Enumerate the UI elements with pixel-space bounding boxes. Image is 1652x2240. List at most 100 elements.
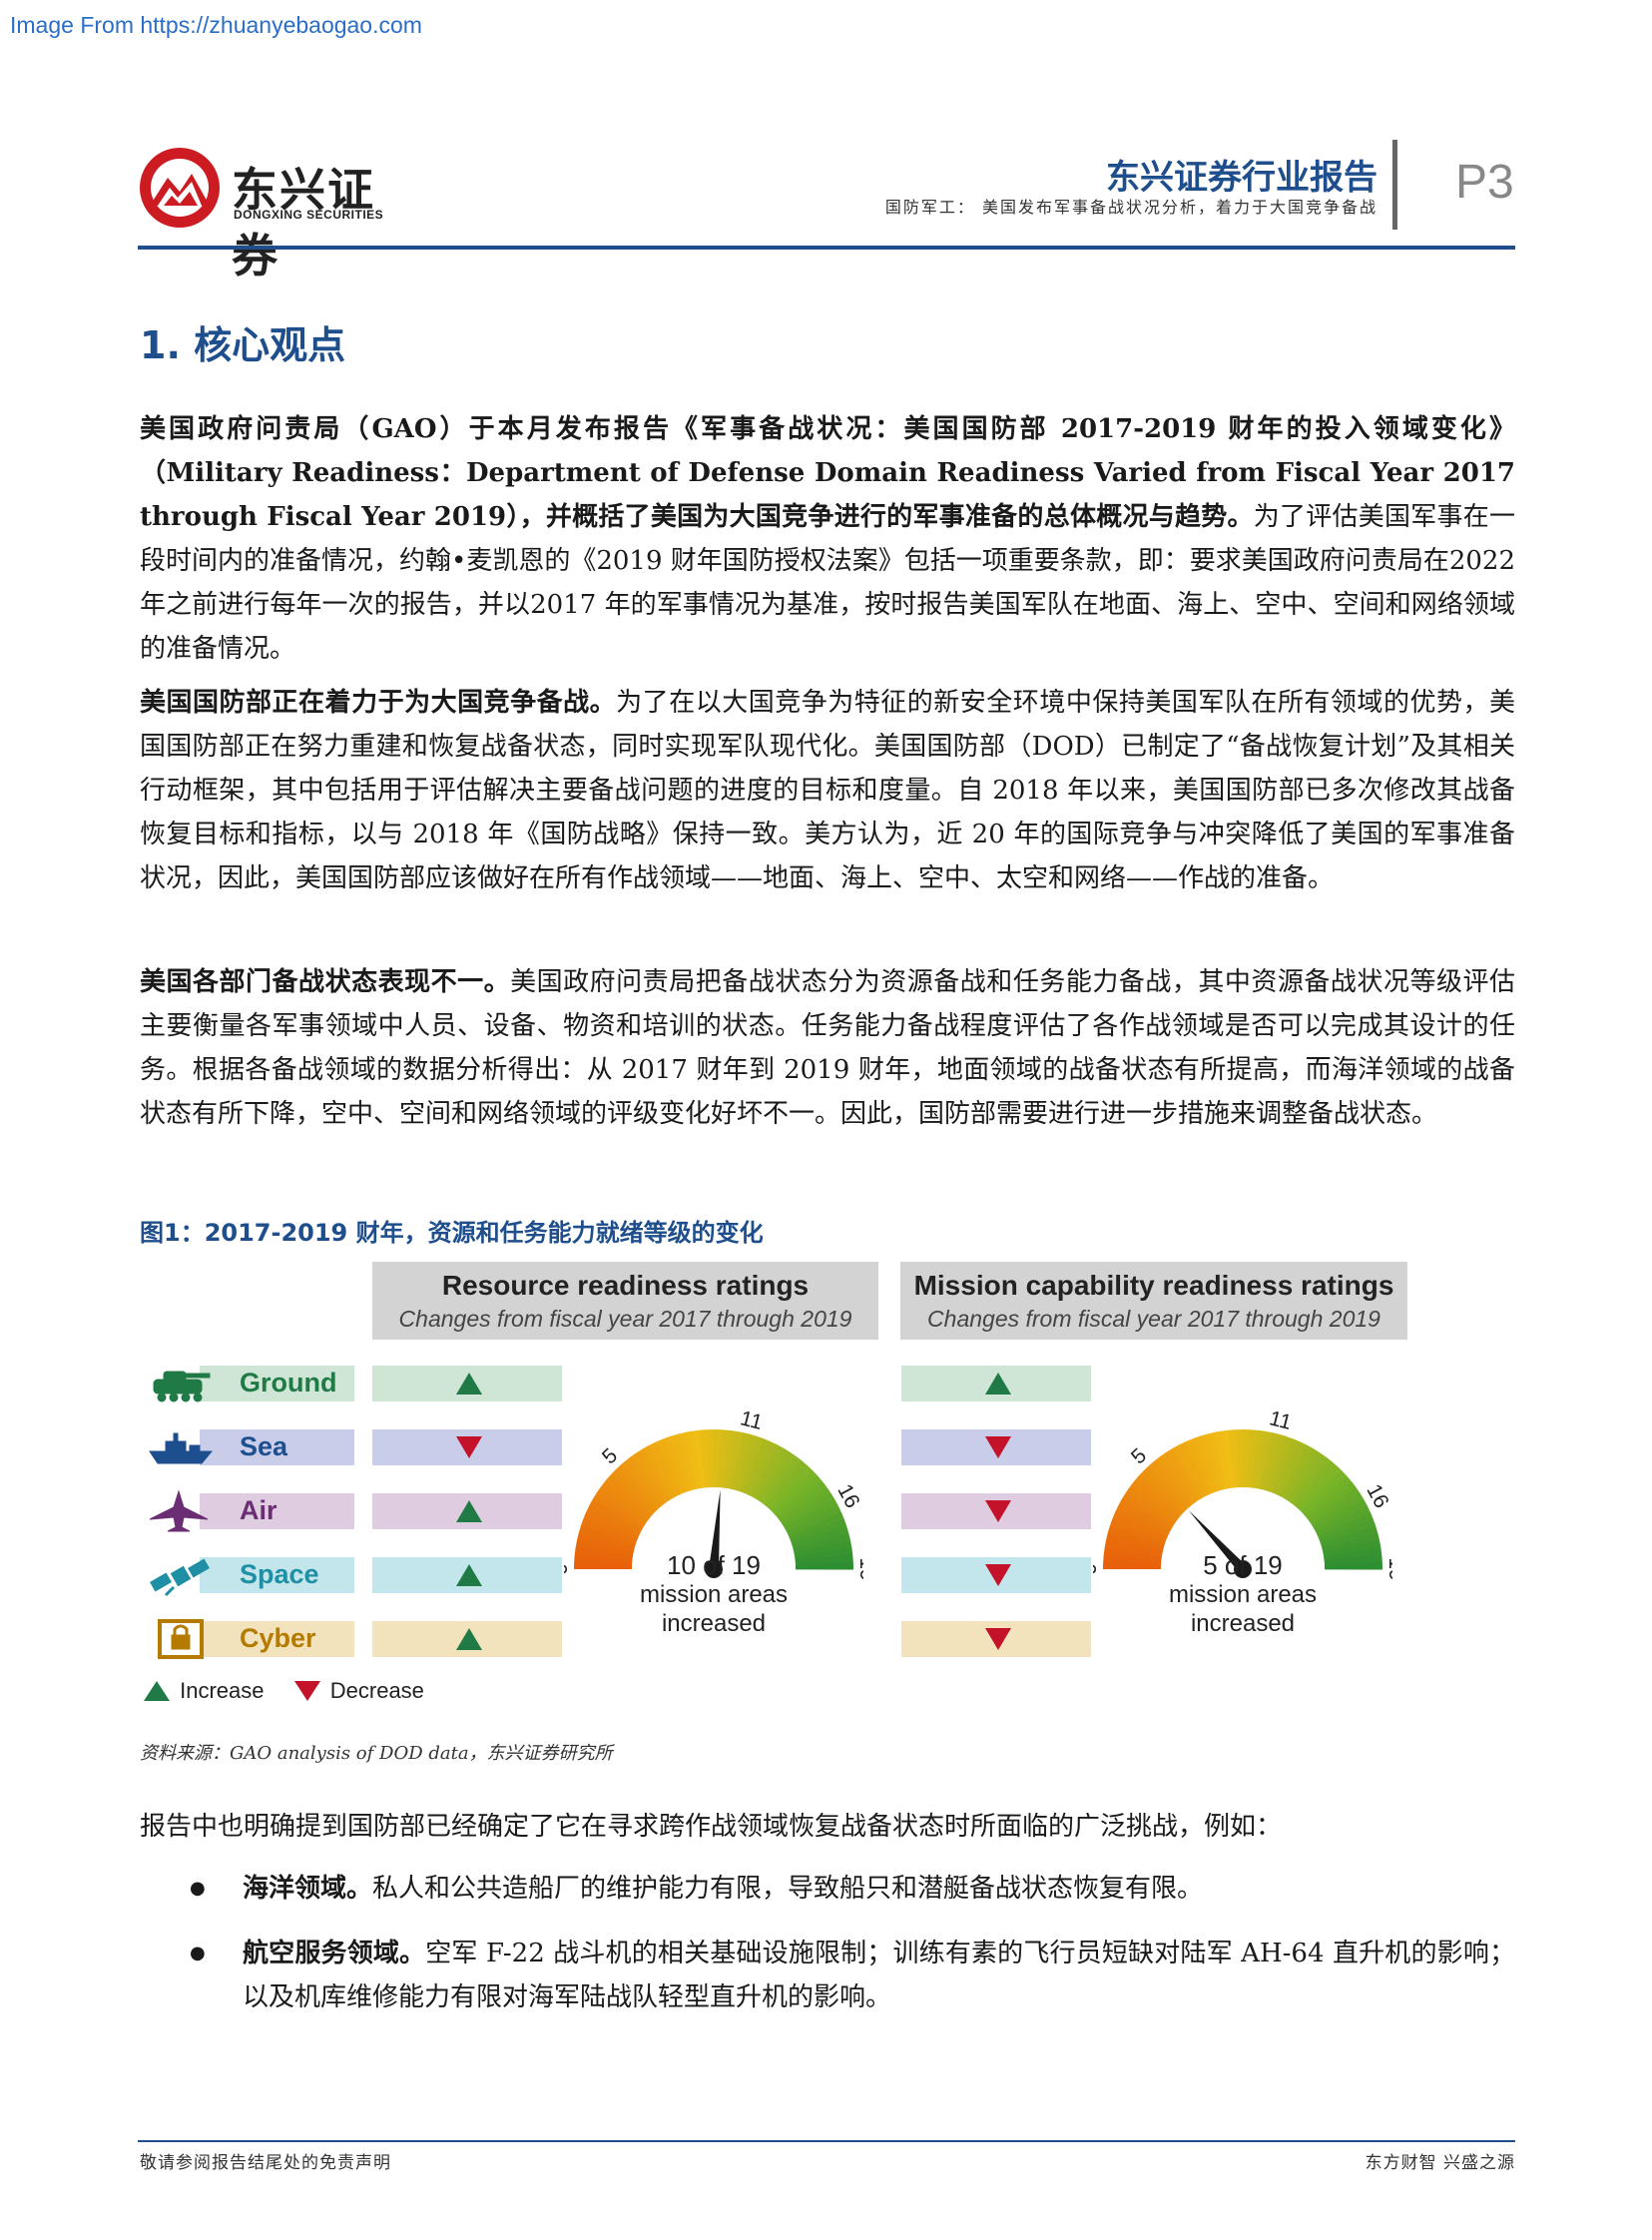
gauge-arc-segment <box>1316 1505 1372 1536</box>
resource-panel-title: Resource readiness ratings <box>441 1270 810 1301</box>
gauge-arc-segment <box>1320 1525 1378 1549</box>
gauge-arc-segment <box>1118 1498 1173 1532</box>
gauge-arc-segment <box>1112 1511 1169 1540</box>
gauge-arc-segment <box>1129 1480 1180 1521</box>
gauge-arc-segment <box>1319 1518 1377 1544</box>
gauge-arc-segment <box>1272 1438 1301 1495</box>
gauge-arc-segment <box>1324 1554 1382 1566</box>
resource-change-air <box>372 1493 562 1529</box>
gauge-arc-segment <box>677 1431 698 1490</box>
gauge-arc-segment <box>1104 1539 1163 1557</box>
gauge-arc-segment <box>589 1498 644 1532</box>
footer-slogan: 东方财智 兴盛之源 <box>1365 2153 1515 2173</box>
paragraph-2: 美国国防部正在着力于为大国竞争备战。为了在以大国竞争为特征的新安全环境中保持美国… <box>140 681 1515 900</box>
mission-change-ground <box>901 1366 1091 1401</box>
ship-icon <box>149 1432 214 1464</box>
gauge-arc-segment <box>1192 1435 1218 1493</box>
gauge-arc-segment <box>1213 1430 1231 1489</box>
gauge-arc-segment <box>790 1518 847 1544</box>
page-number: P3 <box>1455 156 1514 209</box>
gauge-arc-segment <box>787 1505 842 1536</box>
gauge-arc-segment <box>1303 1475 1353 1518</box>
gauge-arc-segment <box>596 1486 648 1525</box>
domain-label: Cyber <box>240 1623 316 1653</box>
gauge-arc-segment <box>1144 1464 1189 1512</box>
gauge-arc-segment <box>1268 1435 1294 1493</box>
gauge-arc-segment <box>1166 1447 1203 1501</box>
gauge-tick-label: 0 <box>564 1563 572 1575</box>
challenges-intro: 报告中也明确提到国防部已经确定了它在寻求跨作战领域恢复战备状态时所面临的广泛挑战… <box>140 1812 1283 1842</box>
resource-gauge: 05111619 <box>564 1406 863 1580</box>
gauge-arc-segment <box>1280 1444 1314 1499</box>
company-logo: 东兴证券 DONGXING SECURITIES <box>140 148 399 282</box>
increase-legend-icon <box>144 1681 170 1702</box>
gauge-arc-segment <box>663 1435 689 1493</box>
gauge-arc-segment <box>650 1440 681 1496</box>
gauge-arc-segment <box>1103 1561 1162 1569</box>
gauge-tick-label: 0 <box>1093 1563 1101 1575</box>
resource-gauge-label-2: increased <box>661 1610 767 1637</box>
domain-label-band <box>200 1557 354 1593</box>
increase-arrow-icon <box>985 1373 1011 1395</box>
gauge-arc-segment <box>670 1433 694 1492</box>
paragraph-2-body: 为了在以大国竞争为特征的新安全环境中保持美国军队在所有领域的优势，美国国防部正在… <box>140 688 1515 893</box>
paragraph-1-body: 为了评估美国军事在一段时间内的准备情况，约翰•麦凯恩的《2019 财年国防授权法… <box>140 502 1515 664</box>
gauge-arc-segment <box>795 1554 853 1566</box>
resource-change-ground <box>372 1366 562 1401</box>
gauge-arc-segment <box>1186 1438 1214 1495</box>
gauge-arc-segment <box>1199 1433 1223 1492</box>
paragraph-1: 美国政府问责局（GAO）于本月发布报告《军事备战状况：美国国防部 2017-20… <box>140 407 1515 671</box>
gauge-arc-segment <box>1149 1459 1192 1509</box>
header-divider <box>1392 140 1397 230</box>
figure-caption: 图1：2017-2019 财年，资源和任务能力就绪等级的变化 <box>140 1219 764 1247</box>
mission-change-cyber <box>901 1621 1091 1657</box>
gauge-arc-segment <box>791 1525 849 1549</box>
resource-change-sea <box>372 1429 562 1465</box>
gauge-arc-segment <box>600 1480 651 1521</box>
decrease-arrow-icon <box>985 1500 1011 1522</box>
increase-arrow-icon <box>456 1500 482 1522</box>
gauge-arc-segment <box>574 1561 633 1569</box>
gauge-arc-segment <box>771 1470 819 1515</box>
gauge-arc-segment <box>1138 1469 1186 1515</box>
gauge-arc-segment <box>765 1460 809 1509</box>
gauge-arc-segment <box>1125 1486 1177 1525</box>
gauge-arc-segment <box>1103 1546 1163 1561</box>
gauge-arc-segment <box>1264 1433 1287 1492</box>
gauge-arc-segment <box>1179 1440 1210 1496</box>
gauge-arc-segment <box>1255 1430 1273 1489</box>
domain-label-band <box>200 1429 354 1465</box>
gauge-arc-segment <box>605 1474 654 1518</box>
increase-arrow-icon <box>456 1628 482 1650</box>
gauge-arc-segment <box>1317 1512 1374 1540</box>
gauge-arc-segment <box>592 1492 646 1528</box>
gauge-arc-segment <box>1160 1451 1199 1503</box>
gauge-arc-segment <box>1154 1455 1196 1506</box>
resource-gauge-label-1: mission areas <box>639 1581 789 1608</box>
gauge-tick-label: 5 <box>598 1444 622 1469</box>
readiness-figure: Resource readiness ratings Changes from … <box>140 1260 1417 1719</box>
bullet-1-body: 私人和公共造船厂的维护能力有限，导致船只和潜艇备战状态恢复有限。 <box>372 1874 1204 1904</box>
gauge-arc-segment <box>1294 1460 1338 1509</box>
gauge-arc-segment <box>795 1561 853 1570</box>
footer-disclaimer: 敬请参阅报告结尾处的免责声明 <box>140 2153 391 2173</box>
gauge-arc-segment <box>731 1432 751 1490</box>
resource-gauge-value: 10 of 19 <box>667 1550 761 1580</box>
logo-chinese-name: 东兴证券 <box>232 163 375 282</box>
gauge-arc-segment <box>794 1539 852 1557</box>
gauge-arc-segment <box>743 1438 772 1495</box>
gauge-arc-segment <box>1291 1455 1332 1506</box>
paragraph-3-lead: 美国各部门备战状态表现不一。 <box>140 967 511 997</box>
gauge-tick-label: 11 <box>1267 1406 1294 1434</box>
gauge-arc-segment <box>718 1429 730 1488</box>
gauge-arc-segment <box>788 1512 844 1540</box>
gauge-inner-face <box>1161 1487 1325 1569</box>
mission-gauge: 05111619 <box>1093 1406 1392 1580</box>
increase-arrow-icon <box>456 1564 482 1586</box>
decrease-arrow-icon <box>456 1436 482 1458</box>
gauge-arc-segment <box>758 1451 797 1503</box>
header-rule <box>138 246 1515 250</box>
gauge-tick-label: 11 <box>738 1406 765 1434</box>
gauge-tick-label: 5 <box>1127 1444 1151 1469</box>
gauge-arc-segment <box>1109 1518 1167 1544</box>
